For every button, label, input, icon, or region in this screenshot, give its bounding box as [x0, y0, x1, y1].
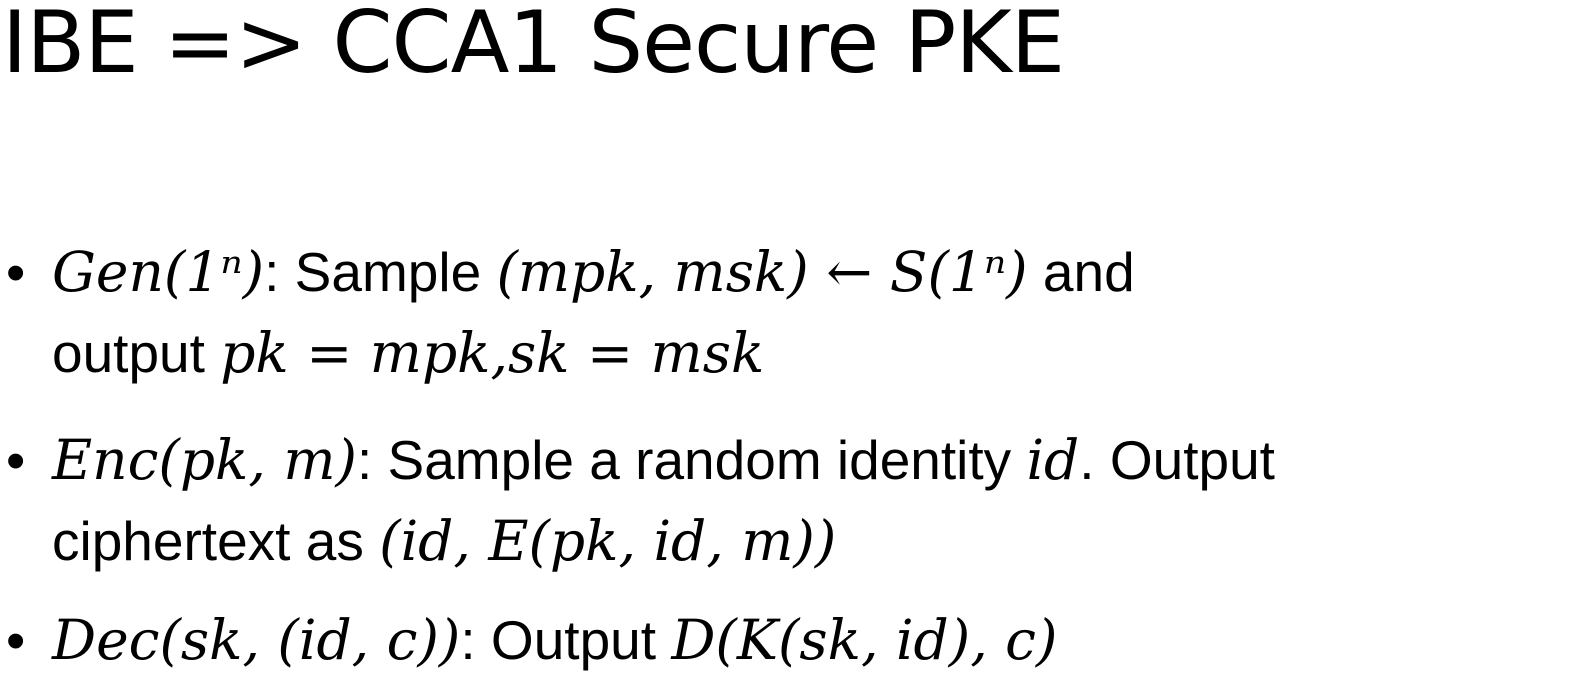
- bullet-dot: •: [6, 609, 26, 671]
- bullet-enc: • Enc(pk, m): Sample a random identity i…: [0, 420, 1568, 582]
- bullet-text: and: [1027, 241, 1135, 303]
- math-expression: (mpk, msk) ← S(1ⁿ): [496, 240, 1028, 304]
- bullet-text: : Sample a random identity: [356, 429, 1027, 491]
- math-expression: D(K(sk, id), c): [671, 608, 1058, 672]
- bullet-text: : Sample: [264, 241, 497, 303]
- gen-signature: Gen(1ⁿ): [52, 240, 265, 304]
- bullet-dot: •: [6, 429, 26, 491]
- bullet-line: Enc(pk, m): Sample a random identity id.…: [52, 420, 1568, 501]
- math-expression: pk = mpk,sk = msk: [220, 321, 765, 385]
- bullet-text: . Output: [1079, 429, 1275, 491]
- bullet-line: Dec(sk, (id, c)): Output D(K(sk, id), c): [52, 600, 1568, 681]
- bullet-text: ciphertext as: [52, 510, 380, 572]
- math-expression: id: [1026, 428, 1080, 492]
- bullet-list: • Gen(1ⁿ): Sample (mpk, msk) ← S(1ⁿ) and…: [0, 232, 1568, 681]
- bullet-dec: • Dec(sk, (id, c)): Output D(K(sk, id), …: [0, 600, 1568, 681]
- bullet-gen: • Gen(1ⁿ): Sample (mpk, msk) ← S(1ⁿ) and…: [0, 232, 1568, 394]
- dec-signature: Dec(sk, (id, c)): [52, 608, 461, 672]
- bullet-line: output pk = mpk,sk = msk: [52, 313, 1568, 394]
- bullet-dot: •: [6, 241, 26, 303]
- bullet-line: Gen(1ⁿ): Sample (mpk, msk) ← S(1ⁿ) and: [52, 232, 1568, 313]
- bullet-text: output: [52, 322, 221, 384]
- bullet-text: : Output: [460, 609, 672, 671]
- bullet-line: ciphertext as (id, E(pk, id, m)): [52, 501, 1568, 582]
- slide-title: IBE => CCA1 Secure PKE: [2, 0, 1065, 93]
- math-expression: (id, E(pk, id, m)): [379, 509, 837, 573]
- enc-signature: Enc(pk, m): [52, 428, 357, 492]
